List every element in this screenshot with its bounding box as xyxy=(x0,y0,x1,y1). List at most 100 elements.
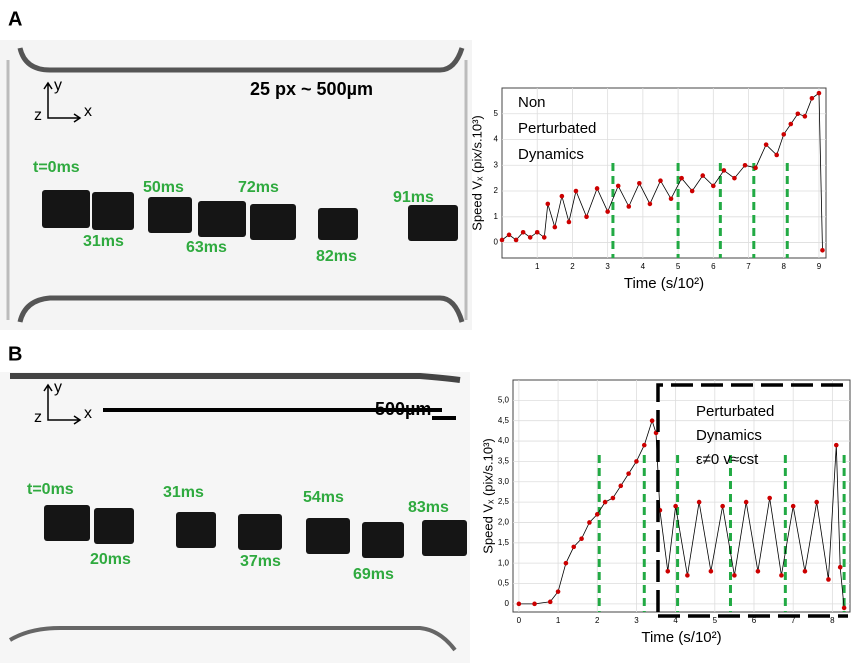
data-point xyxy=(579,536,584,542)
particle xyxy=(92,192,134,230)
axis-glyph: y xyxy=(54,77,62,94)
annotation: Non xyxy=(518,94,546,111)
x-tick-label: 2 xyxy=(570,262,575,271)
data-point xyxy=(700,173,706,178)
data-point xyxy=(552,224,558,230)
particle xyxy=(250,204,296,240)
axis-glyph: y xyxy=(54,379,62,396)
particle xyxy=(148,197,192,233)
axis-glyph: z xyxy=(34,409,42,426)
particle xyxy=(238,514,282,550)
data-point xyxy=(506,232,512,238)
x-tick-label: 4 xyxy=(641,262,646,271)
data-point xyxy=(641,442,647,448)
axis-glyph: x xyxy=(84,103,92,120)
y-tick-label: 5,0 xyxy=(498,395,510,404)
data-point xyxy=(841,605,847,611)
data-point xyxy=(820,247,825,253)
data-point xyxy=(779,573,784,578)
x-tick-label: 3 xyxy=(634,616,639,625)
data-point xyxy=(534,229,540,235)
particle xyxy=(362,522,404,558)
axis-glyph-arrows xyxy=(43,81,82,123)
micrograph xyxy=(0,40,472,330)
y-tick-label: 2,5 xyxy=(498,497,510,506)
data-point xyxy=(689,188,695,194)
annotation: Perturbated xyxy=(518,120,596,137)
particle xyxy=(408,205,458,241)
y-tick-label: 0,5 xyxy=(498,579,510,588)
panel-label: A xyxy=(8,8,22,30)
data-point xyxy=(781,132,787,137)
data-point xyxy=(545,201,551,207)
x-tick-label: 6 xyxy=(711,262,716,271)
axis-glyph-arrows xyxy=(43,383,82,425)
data-point xyxy=(610,495,616,501)
data-point xyxy=(626,204,632,209)
particle xyxy=(176,512,216,548)
annotation: Perturbated xyxy=(696,403,774,420)
data-point xyxy=(499,237,505,243)
plot-area xyxy=(512,379,851,613)
particle xyxy=(42,190,90,228)
x-tick-label: 8 xyxy=(830,616,835,625)
data-point xyxy=(649,418,655,424)
data-point xyxy=(790,503,796,509)
data-point xyxy=(637,181,642,186)
data-point xyxy=(763,142,769,147)
annotation: ε≠0 v≈cst xyxy=(696,451,759,468)
x-tick-label: 1 xyxy=(535,262,540,271)
data-point xyxy=(541,235,547,240)
data-point xyxy=(743,499,749,505)
data-point xyxy=(587,520,592,525)
data-point xyxy=(696,499,702,505)
time-label: 54ms xyxy=(303,489,344,506)
data-point xyxy=(647,201,653,207)
y-tick-label: 2 xyxy=(494,186,499,195)
data-point xyxy=(809,96,815,101)
data-point xyxy=(685,573,690,578)
speed-line xyxy=(501,92,823,251)
y-tick-label: 1 xyxy=(494,212,499,221)
x-tick-label: 4 xyxy=(673,616,678,625)
y-tick-label: 4,5 xyxy=(498,416,510,425)
data-point xyxy=(767,495,772,501)
data-point xyxy=(594,512,600,517)
axis-glyph: z xyxy=(34,107,42,124)
data-point xyxy=(753,165,758,171)
x-axis-label: Time (s/10²) xyxy=(624,275,704,292)
data-point xyxy=(563,560,569,566)
data-point xyxy=(721,168,727,173)
particle xyxy=(198,201,246,237)
data-point xyxy=(602,499,608,505)
time-label: 20ms xyxy=(90,551,131,568)
axis-glyph: x xyxy=(84,405,92,422)
data-point xyxy=(755,568,761,574)
x-tick-label: 0 xyxy=(517,616,522,625)
x-tick-label: 9 xyxy=(817,262,822,271)
x-tick-label: 8 xyxy=(782,262,787,271)
annotation: Dynamics xyxy=(518,146,584,163)
data-point xyxy=(547,599,553,605)
data-point xyxy=(679,175,684,181)
y-tick-label: 2,0 xyxy=(498,518,510,527)
data-point xyxy=(658,178,663,184)
time-label: 69ms xyxy=(353,566,394,583)
time-label: t=0ms xyxy=(33,159,80,176)
time-label: t=0ms xyxy=(27,481,74,498)
data-point xyxy=(837,564,843,570)
x-tick-label: 5 xyxy=(713,616,718,625)
x-axis-label: Time (s/10²) xyxy=(641,629,721,646)
data-point xyxy=(732,573,737,578)
data-point xyxy=(788,121,794,127)
time-label: 31ms xyxy=(83,233,124,250)
data-point xyxy=(516,601,522,607)
data-point xyxy=(774,152,779,158)
data-point xyxy=(532,601,537,607)
time-label: 37ms xyxy=(240,553,281,570)
y-axis-label: Speed Vₓ (pix/s.10³) xyxy=(480,438,495,554)
time-label: 63ms xyxy=(186,239,227,256)
y-tick-label: 4,0 xyxy=(498,436,510,445)
scale-bar-label: 25 px ~ 500µm xyxy=(250,79,373,99)
